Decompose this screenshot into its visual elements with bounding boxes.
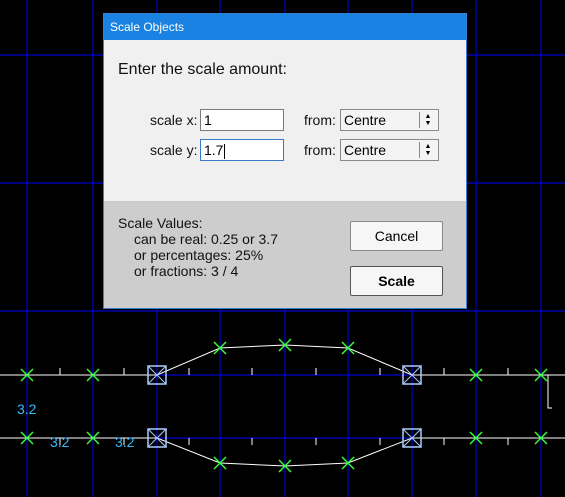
node-marker xyxy=(534,368,548,382)
node-marker xyxy=(278,338,292,352)
node-markers xyxy=(20,338,548,473)
control-box xyxy=(402,428,422,448)
text-caret xyxy=(224,143,226,159)
scale-x-value: 1 xyxy=(204,112,212,128)
scale-x-label: scale x: xyxy=(150,112,198,128)
cancel-button[interactable]: Cancel xyxy=(350,221,443,251)
node-marker xyxy=(86,431,100,445)
spinner-icon: ▲ ▼ xyxy=(419,142,436,158)
dimension-label: 3.2 xyxy=(115,434,135,450)
help-heading: Scale Values: xyxy=(118,215,203,231)
scale-button[interactable]: Scale xyxy=(350,266,443,296)
control-boxes xyxy=(147,365,422,448)
from-y-value: Centre xyxy=(344,142,387,158)
dimension-label: 3.2 xyxy=(17,401,37,417)
shape-end-segment xyxy=(541,374,552,409)
scale-y-label: scale y: xyxy=(150,142,198,158)
tick-marks xyxy=(59,368,509,445)
node-marker xyxy=(213,341,227,355)
scaled-shape xyxy=(0,344,565,467)
control-box xyxy=(402,365,422,385)
node-marker xyxy=(534,431,548,445)
from-y-label: from: xyxy=(304,142,336,158)
control-box xyxy=(402,428,422,448)
node-marker xyxy=(20,368,34,382)
node-marker xyxy=(469,368,483,382)
from-y-select[interactable]: Centre ▲ ▼ xyxy=(340,139,439,161)
node-marker xyxy=(469,431,483,445)
from-x-label: from: xyxy=(304,112,336,128)
scale-x-input[interactable]: 1 xyxy=(200,109,284,131)
dimension-label: 3.2 xyxy=(50,434,70,450)
control-box xyxy=(147,428,167,448)
control-box xyxy=(402,365,422,385)
control-box xyxy=(147,428,167,448)
node-marker xyxy=(278,459,292,473)
node-marker xyxy=(20,431,34,445)
from-x-select[interactable]: Centre ▲ ▼ xyxy=(340,109,439,131)
node-marker xyxy=(213,456,227,470)
dialog-title: Scale Objects xyxy=(110,20,185,34)
control-box xyxy=(147,365,167,385)
scale-objects-dialog: Scale Objects Enter the scale amount: sc… xyxy=(103,13,467,309)
dialog-info-area: Scale Values: can be real: 0.25 or 3.7 o… xyxy=(104,201,466,308)
help-line: or percentages: 25% xyxy=(134,247,264,263)
scale-values-help: Scale Values: can be real: 0.25 or 3.7 o… xyxy=(118,215,278,279)
spinner-icon: ▲ ▼ xyxy=(419,112,436,128)
dialog-input-area: Enter the scale amount: scale x: 1 from:… xyxy=(104,41,466,201)
dialog-title-bar[interactable]: Scale Objects xyxy=(104,14,466,40)
scale-y-input[interactable]: 1.7 xyxy=(200,139,284,161)
help-line: can be real: 0.25 or 3.7 xyxy=(134,231,278,247)
node-marker xyxy=(86,368,100,382)
from-x-value: Centre xyxy=(344,112,387,128)
control-box xyxy=(147,365,167,385)
node-marker xyxy=(341,341,355,355)
node-marker xyxy=(341,456,355,470)
prompt-text: Enter the scale amount: xyxy=(118,61,287,78)
scale-y-value: 1.7 xyxy=(204,142,224,158)
help-line: or fractions: 3 / 4 xyxy=(134,263,239,279)
